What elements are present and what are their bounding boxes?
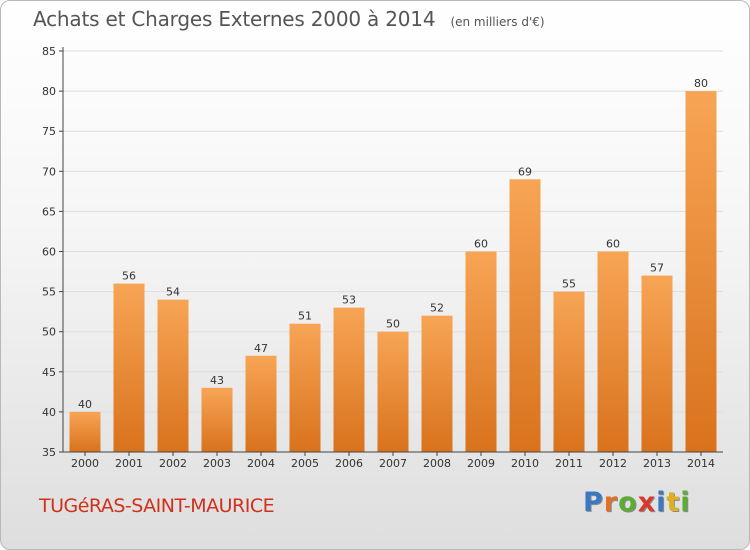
y-tick-label: 60	[42, 246, 56, 259]
data-label: 55	[562, 278, 576, 291]
data-label: 50	[386, 318, 400, 331]
data-label: 52	[430, 302, 444, 315]
x-tick-label: 2010	[511, 457, 539, 470]
bars	[69, 91, 717, 452]
x-tick-label: 2002	[159, 457, 187, 470]
data-label: 60	[606, 238, 620, 251]
city-name: TUGéRAS-SAINT-MAURICE	[39, 495, 275, 517]
x-tick-label: 2013	[643, 457, 671, 470]
x-tick-label: 2008	[423, 457, 451, 470]
data-label: 56	[122, 270, 136, 283]
logo-letter: o	[618, 487, 638, 518]
bar	[685, 91, 717, 452]
x-tick-label: 2009	[467, 457, 495, 470]
x-tick-labels: 2000 2001 2002 2003 2004 2005 2006 2007 2008 2009…	[71, 457, 715, 470]
bar	[597, 251, 629, 452]
x-tick-label: 2011	[555, 457, 583, 470]
y-tick-label: 80	[42, 85, 56, 98]
logo-letter: P	[583, 487, 604, 518]
bar	[333, 307, 365, 452]
bar	[509, 179, 541, 452]
logo-letter: i	[680, 487, 691, 518]
data-label: 57	[650, 262, 664, 275]
bar	[641, 275, 673, 452]
data-label: 69	[518, 165, 532, 178]
y-tick-label: 35	[42, 446, 56, 459]
bar	[289, 323, 321, 452]
data-label: 47	[254, 342, 268, 355]
y-tick-label: 65	[42, 205, 56, 218]
x-tick-label: 2006	[335, 457, 363, 470]
x-tick-label: 2003	[203, 457, 231, 470]
bar	[113, 283, 145, 452]
data-label: 80	[694, 77, 708, 90]
logo-letter: x	[637, 487, 657, 518]
data-label: 43	[210, 374, 224, 387]
logo-letter: t	[666, 487, 681, 518]
x-tick-label: 2012	[599, 457, 627, 470]
logo-letter: r	[603, 487, 619, 518]
y-tick-labels: 35 40 45 50 55 60 65 70 75 80 85	[42, 45, 56, 459]
data-labels: 40 56 54 43 47 51 53 50 52 60 69 55 60 57 80	[78, 77, 708, 411]
title-block: Achats et Charges Externes 2000 à 2014 (…	[33, 7, 545, 31]
bar	[421, 315, 453, 452]
data-label: 53	[342, 294, 356, 307]
axes	[59, 47, 723, 456]
bar	[201, 387, 233, 452]
chart-title: Achats et Charges Externes 2000 à 2014	[33, 7, 436, 31]
chart-unit-label: (en milliers d'€)	[450, 15, 545, 29]
bar	[553, 291, 585, 452]
data-label: 60	[474, 238, 488, 251]
proxiti-logo: Proxiti	[583, 487, 691, 518]
x-tick-label: 2005	[291, 457, 319, 470]
x-tick-label: 2014	[687, 457, 715, 470]
data-label: 54	[166, 286, 180, 299]
x-tick-label: 2000	[71, 457, 99, 470]
y-tick-label: 50	[42, 326, 56, 339]
bar	[69, 411, 101, 452]
x-tick-label: 2007	[379, 457, 407, 470]
y-tick-label: 75	[42, 125, 56, 138]
logo-letter: i	[656, 487, 667, 518]
bar	[245, 355, 277, 452]
bar	[465, 251, 497, 452]
x-tick-label: 2004	[247, 457, 275, 470]
y-tick-label: 85	[42, 45, 56, 58]
y-tick-label: 40	[42, 406, 56, 419]
y-tick-label: 55	[42, 286, 56, 299]
data-label: 40	[78, 398, 92, 411]
x-tick-label: 2001	[115, 457, 143, 470]
bar	[377, 331, 409, 452]
y-tick-label: 45	[42, 366, 56, 379]
data-label: 51	[298, 310, 312, 323]
y-tick-label: 70	[42, 165, 56, 178]
bar	[157, 299, 189, 452]
